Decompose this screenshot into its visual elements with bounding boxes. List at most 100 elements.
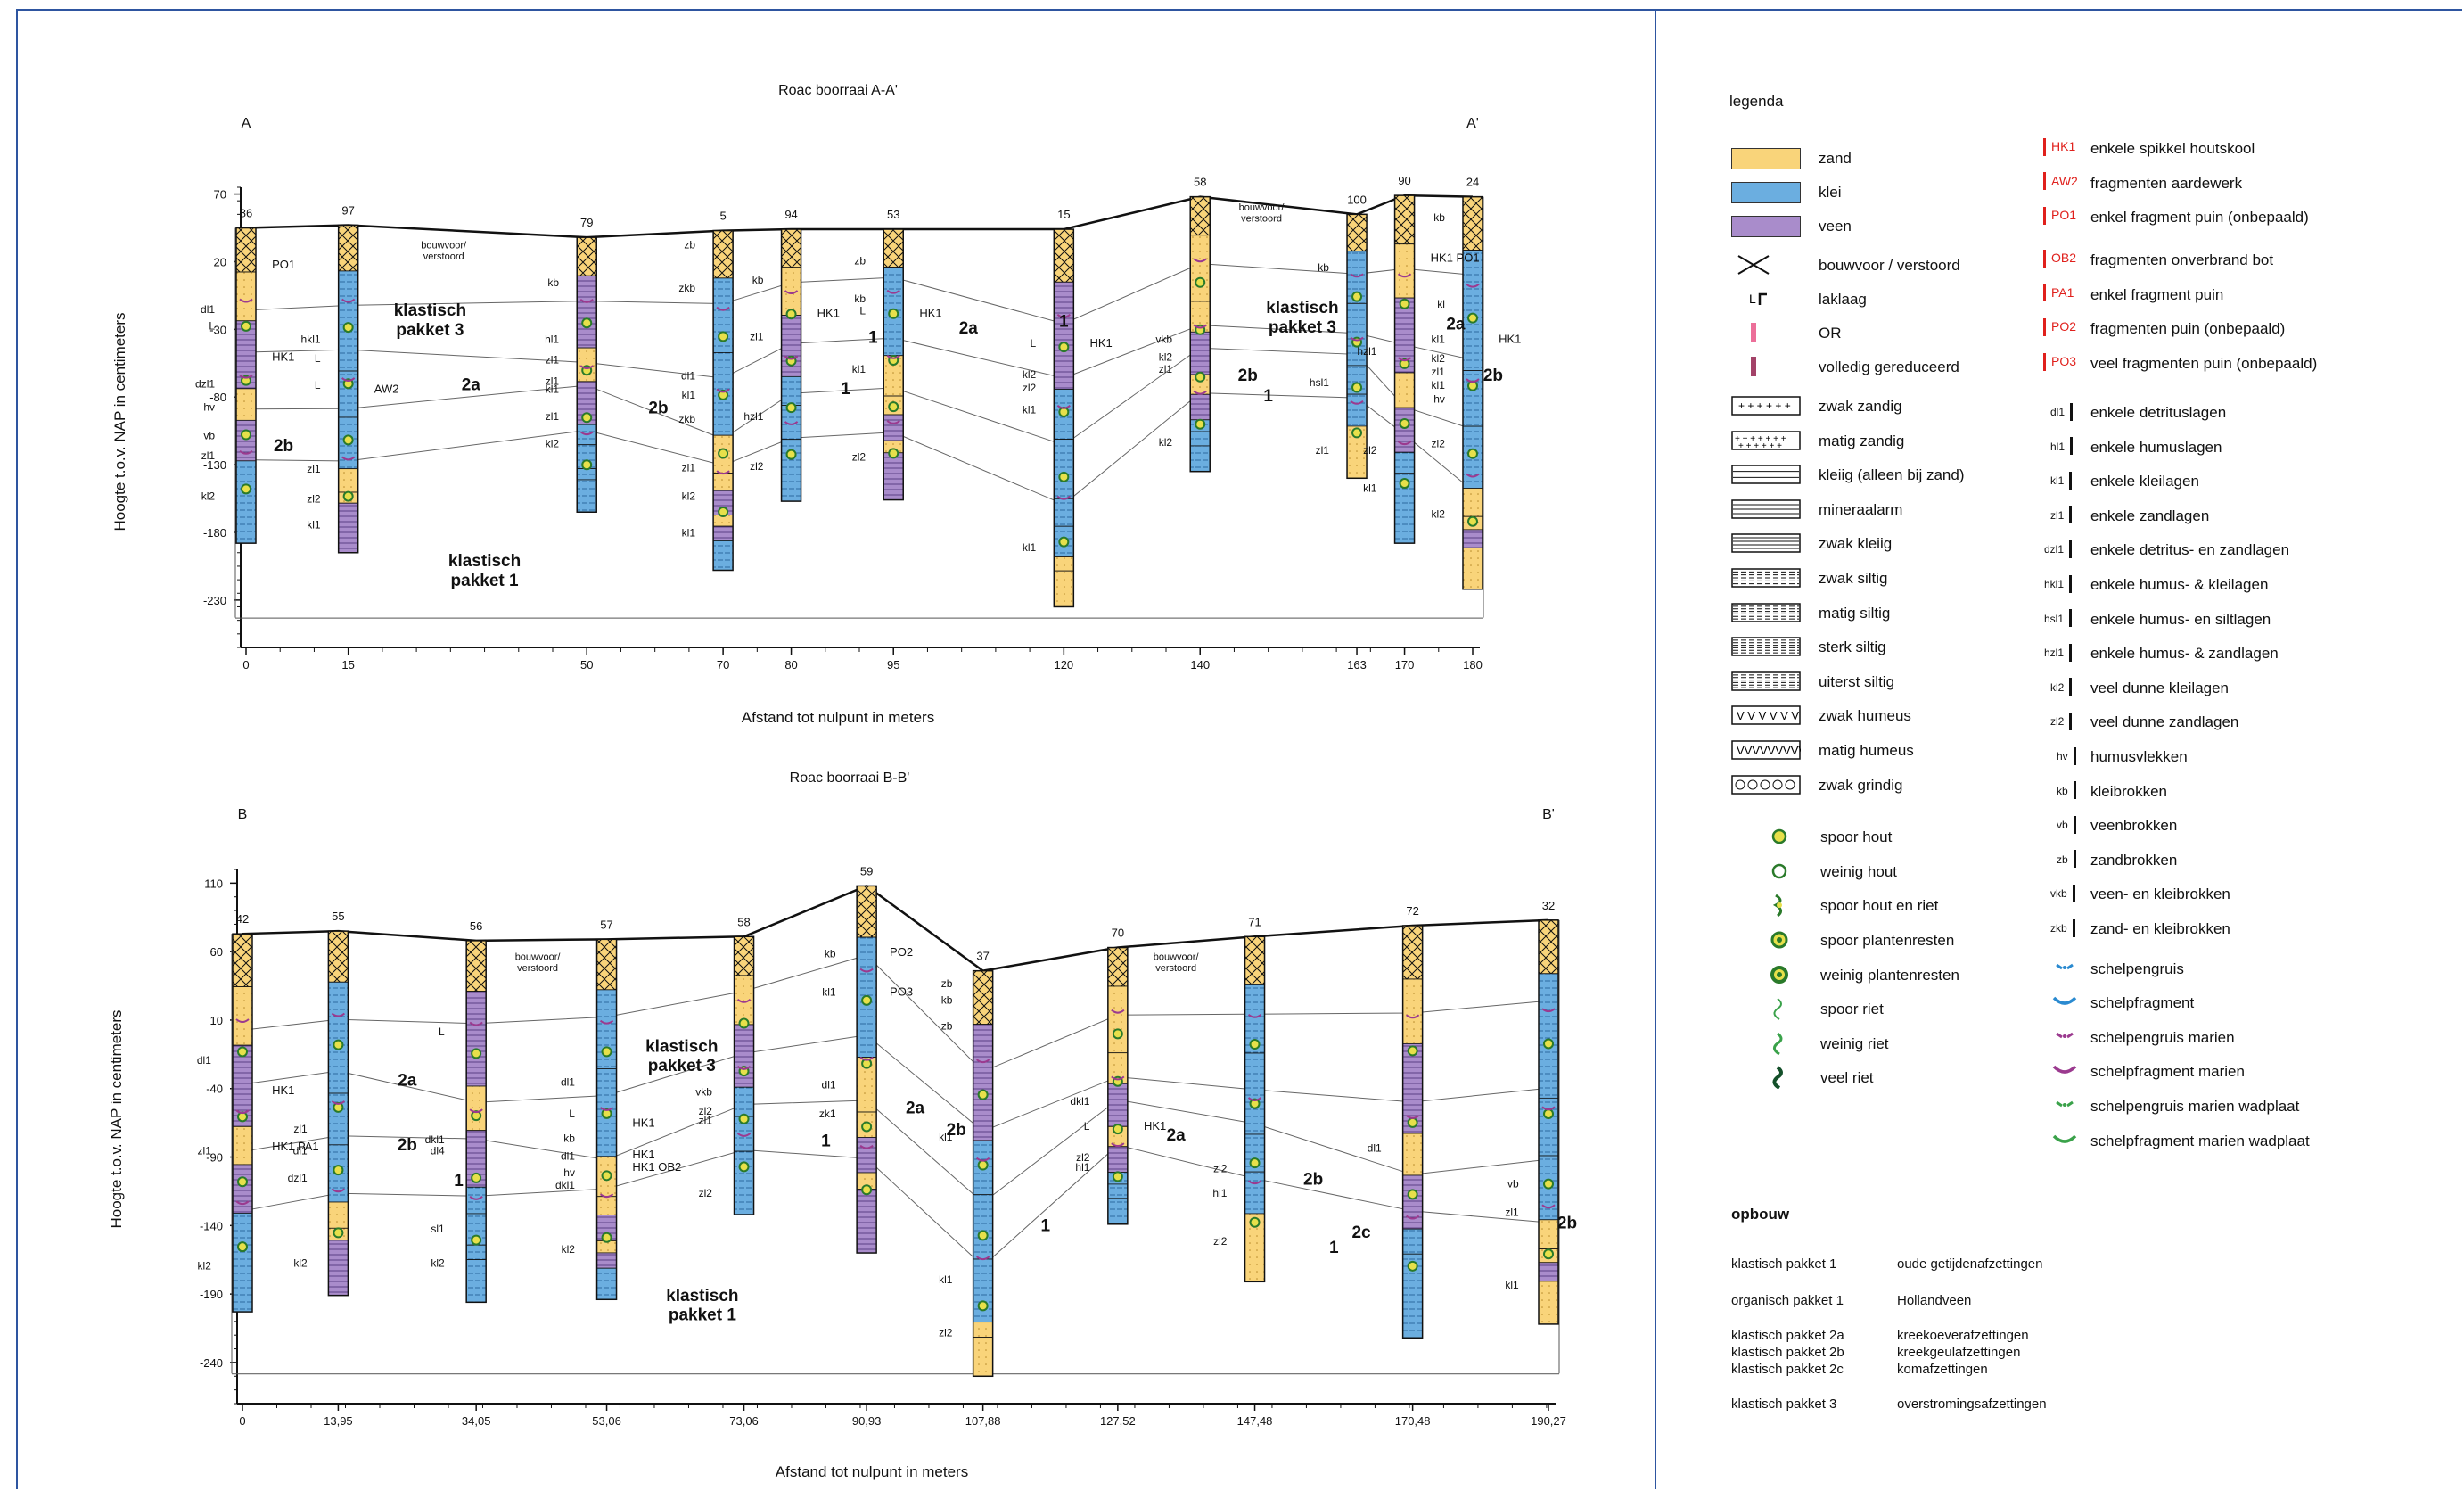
shell-fragment-mark xyxy=(341,298,356,303)
boring-layer-klei xyxy=(1402,1228,1424,1255)
code-key-dl1: dl1 xyxy=(2050,402,2074,421)
section-b-plot: 110 60 10 -40 -90 -140 -190 -240 0 13,95 34,05 53,0… xyxy=(197,864,1577,1428)
boring-disturbed-layer xyxy=(1394,194,1416,245)
layer-code-label: dl1 xyxy=(561,1076,575,1089)
unit-label: klastisch pakket 1 xyxy=(448,552,521,590)
section-a-left-label: A xyxy=(242,116,251,131)
code-label: kleibrokken xyxy=(2090,782,2167,800)
unit-label: 2b xyxy=(1557,1214,1577,1232)
plant-remains-mark xyxy=(1407,1260,1418,1272)
shell-fragment-mark xyxy=(239,449,253,455)
unit-label: 2a xyxy=(1167,1126,1187,1145)
section-a-right-label: A' xyxy=(1466,116,1479,131)
boring-53: 53 xyxy=(883,208,904,501)
layer-code-label: dl1 xyxy=(1368,1141,1382,1154)
shell-label: schelpengruis marien wadplaat xyxy=(2090,1098,2300,1115)
find-code-label: HK1 xyxy=(1499,333,1521,346)
plant-remains-mark xyxy=(785,309,797,320)
boring-layer-klei xyxy=(1053,439,1074,499)
boring-id-label: 71 xyxy=(1248,915,1261,928)
layer-code-label: zl2 xyxy=(939,1327,953,1339)
layer-code-label: L xyxy=(209,319,215,332)
x-tick-label: 127,52 xyxy=(1100,1414,1136,1428)
boring-disturbed-layer xyxy=(338,224,359,272)
plant-remains-mark xyxy=(1112,1171,1123,1182)
find-label: veel fragmenten puin (onbepaald) xyxy=(2090,355,2318,372)
unit-label: 1 xyxy=(454,1172,464,1190)
boring-id-label: 70 xyxy=(1112,927,1124,940)
shell-fragment-mark xyxy=(1193,324,1207,329)
boring-id-label: 37 xyxy=(976,950,989,963)
boring-id-label: 55 xyxy=(332,910,344,923)
boring-outline xyxy=(1107,946,1129,1225)
boring-layer-zand xyxy=(1402,978,1424,1044)
layer-code-label: dl1 xyxy=(293,1144,308,1157)
x-tick-label: 34,05 xyxy=(462,1414,491,1428)
y-tick-label: -40 xyxy=(206,1083,223,1096)
code-key-zkb: zkb xyxy=(2050,918,2075,937)
find-code-HK1: HK1 xyxy=(2043,137,2075,156)
plant-remains-mark xyxy=(241,429,251,441)
layer-code-label: zl1 xyxy=(1316,444,1330,457)
plant-remains-mark xyxy=(1543,1178,1554,1190)
plant-remains-mark xyxy=(785,402,797,414)
shell-fragment-mark xyxy=(975,1157,990,1162)
plant-remains-mark xyxy=(1249,1216,1261,1228)
boring-layer-zand xyxy=(235,271,257,322)
code-label: veenbrokken xyxy=(2090,817,2178,835)
boring-layer-veen xyxy=(856,1189,877,1254)
find-code-label: HK1 xyxy=(919,307,941,320)
plant-remains-mark xyxy=(1543,1038,1554,1050)
plant-remains-mark xyxy=(861,1184,873,1196)
boring-100: 100 xyxy=(1346,193,1368,480)
unit-label: 1 xyxy=(868,329,878,348)
boring-72: 72 xyxy=(1401,904,1424,1339)
plant-remains-label: veel riet xyxy=(1820,1069,1874,1087)
plant-remains-mark xyxy=(1351,382,1363,393)
layer-code-label: kl1 xyxy=(1023,541,1037,554)
boring-outline xyxy=(780,228,802,502)
find-code-label: HK1 PA1 xyxy=(272,1140,319,1153)
boring-layer-zand xyxy=(1538,1281,1559,1325)
layer-code-label: zkb xyxy=(678,413,695,425)
boring-disturbed-layer xyxy=(1053,228,1074,283)
x-tick-label: 70 xyxy=(717,658,729,671)
x-tick-label: 90,93 xyxy=(852,1414,882,1428)
x-tick-label: 170 xyxy=(1395,658,1415,671)
plant-remains-label: spoor hout en riet xyxy=(1820,897,1939,915)
code-key-kl1: kl1 xyxy=(2050,471,2073,490)
layer-code-label: hkl1 xyxy=(301,334,321,346)
boring-layer-zand xyxy=(328,1201,349,1229)
section-b-ylabel: Hoogte t.o.v. NAP in centimeters xyxy=(108,1009,125,1228)
shell-label: schelpfragment marien xyxy=(2090,1063,2245,1081)
layer-code-label: vb xyxy=(1507,1177,1519,1190)
shell-fragment-mark xyxy=(1111,1075,1125,1081)
boring-layer-klei xyxy=(1107,1198,1129,1225)
boring-layer-zand xyxy=(338,468,359,493)
plant-remains-mark xyxy=(1058,342,1070,353)
plant-remains-mark xyxy=(1543,1248,1554,1260)
layer-code-label: hv xyxy=(563,1166,575,1179)
boring-layer-veen xyxy=(1189,393,1211,421)
boring-layer-veen xyxy=(1462,529,1483,548)
boring-disturbed-layer xyxy=(1538,919,1559,975)
boring-disturbed-layer xyxy=(596,938,618,991)
y-tick-label: -190 xyxy=(200,1288,223,1301)
boring-disturbed-layer xyxy=(712,230,734,279)
boring-layer-zand xyxy=(973,1322,994,1339)
shell-fragment-mark xyxy=(579,431,594,436)
material-swatch-klei xyxy=(1731,182,1801,203)
opbouw-desc: kreekgeulafzettingen xyxy=(1897,1345,2021,1360)
boring-layer-veen xyxy=(1107,1146,1129,1173)
find-label: enkel fragment puin xyxy=(2090,285,2224,303)
shell-fragment-mark xyxy=(886,289,900,294)
layer-code-label: zl1 xyxy=(201,449,216,462)
plant-remains-mark xyxy=(581,317,593,329)
admixture-label: mineraalarm xyxy=(1819,500,1903,518)
boring-disturbed-layer xyxy=(235,227,257,273)
boring-layer-veen xyxy=(328,1240,349,1297)
admixture-label: zwak humeus xyxy=(1819,707,1911,725)
layer-code-label: L xyxy=(569,1108,575,1120)
shell-fragment-mark xyxy=(341,377,356,382)
find-label: fragmenten puin (onbepaald) xyxy=(2090,320,2286,338)
